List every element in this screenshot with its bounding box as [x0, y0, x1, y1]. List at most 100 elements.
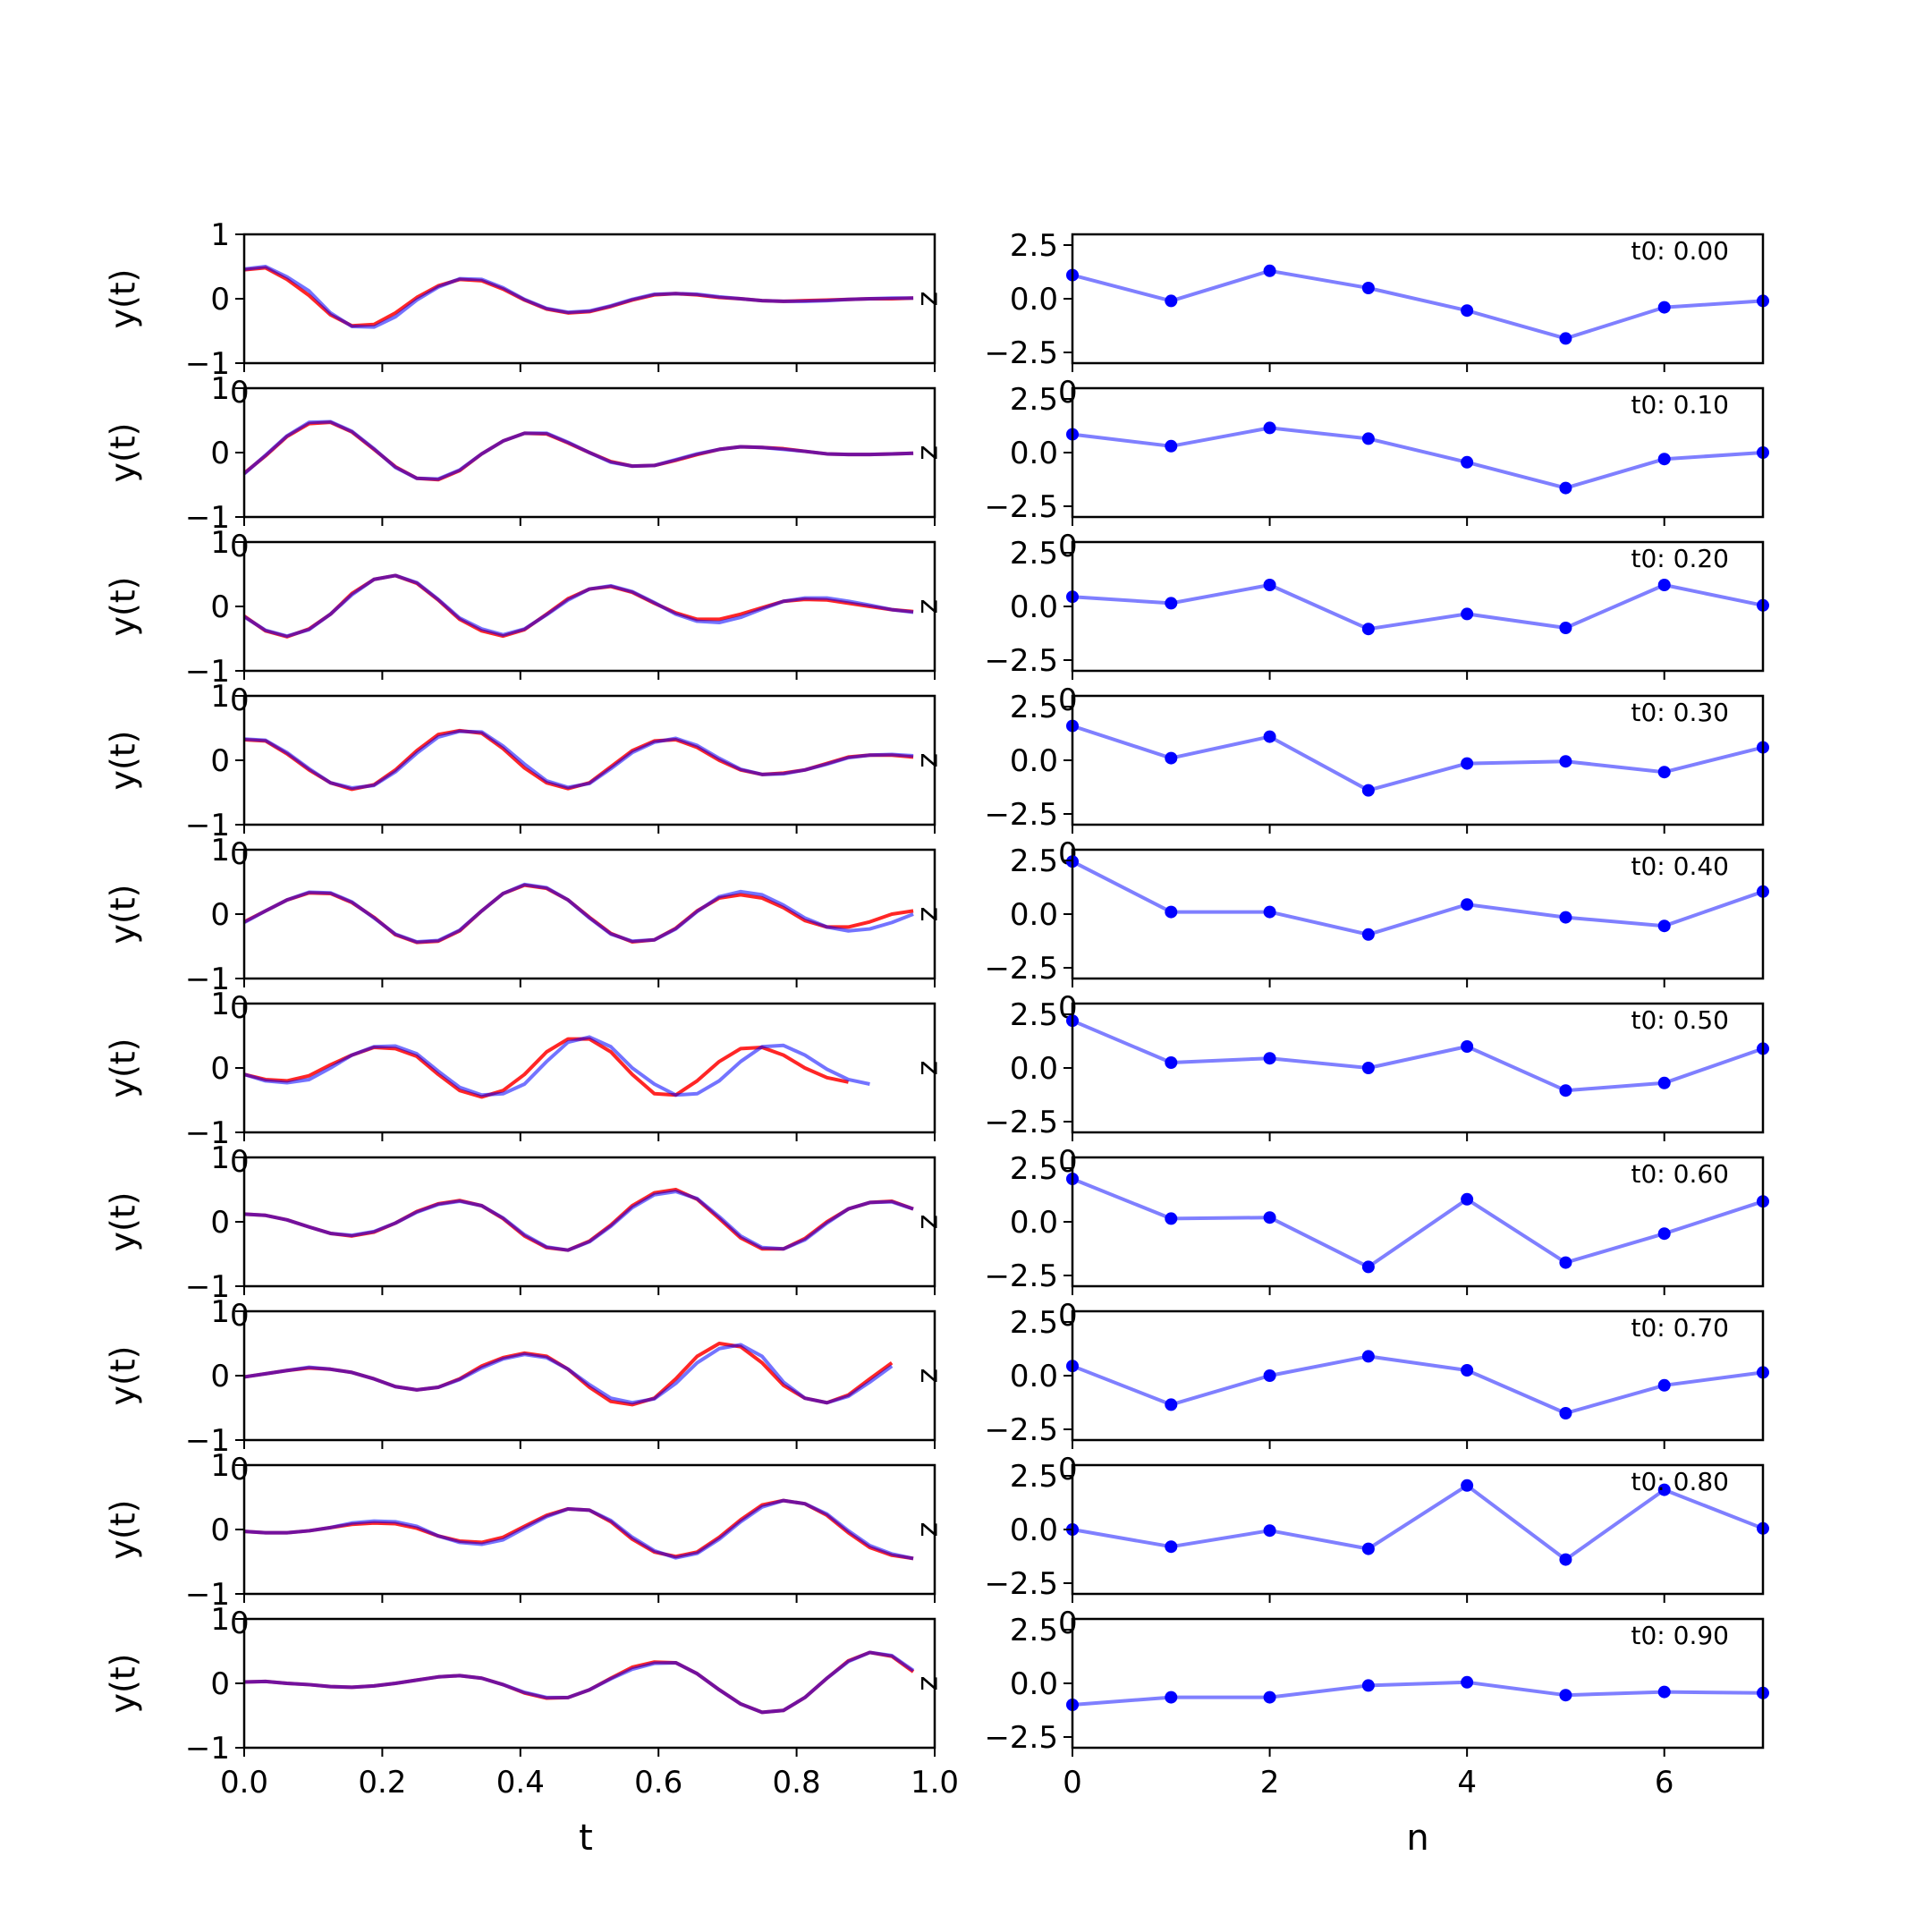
- data-point: [1263, 1211, 1276, 1224]
- y-tick-label: −1: [185, 1731, 230, 1767]
- y-axis-label: y(t): [104, 422, 143, 482]
- data-point: [1165, 1540, 1178, 1554]
- data-point: [1559, 622, 1572, 634]
- y-tick-label: 0.0: [1010, 897, 1058, 933]
- data-point: [1361, 1679, 1375, 1692]
- panel-side-marker: z: [914, 1676, 948, 1691]
- axes-frame: [242, 694, 936, 826]
- data-point: [1165, 1690, 1178, 1704]
- overlap-tick-label: 0: [230, 1452, 250, 1487]
- panel-t0-label: t0: 0.30: [1631, 698, 1729, 727]
- right-panel-5: t0: 0.502.50.0−2.50: [984, 997, 1769, 1180]
- series-line-red: [243, 1342, 894, 1407]
- overlap-tick-label: 0: [230, 529, 250, 564]
- y-tick-label: 0.0: [1010, 1051, 1058, 1087]
- axes-frame: [242, 1002, 936, 1134]
- right-panel-7: t0: 0.70 2.5 0.0 −2.50: [984, 1305, 1769, 1487]
- axes-frame: [242, 540, 936, 673]
- data-point: [1165, 751, 1178, 765]
- overlap-tick-label: 0: [230, 836, 250, 872]
- y-tick-label: 1: [210, 1140, 230, 1176]
- overlap-tick-label: 0: [1058, 682, 1078, 718]
- data-point: [1657, 453, 1671, 466]
- y-axis-label: y(t): [104, 730, 143, 790]
- series-line-red: [243, 266, 914, 328]
- panel-t0-label: t0: 0.00: [1631, 236, 1729, 266]
- panel-side-marker: z: [914, 1368, 948, 1384]
- data-point: [1461, 1040, 1474, 1053]
- y-tick-label: 0: [210, 436, 230, 471]
- data-point: [1559, 1256, 1572, 1269]
- y-tick-label: 0: [210, 1513, 230, 1548]
- series-line-red: [243, 1650, 915, 1715]
- data-point: [1559, 1084, 1572, 1097]
- series-line: [1072, 1177, 1764, 1269]
- y-tick-label: −2.5: [984, 335, 1058, 371]
- data-point: [1559, 1553, 1572, 1566]
- overlap-tick-label: 0: [230, 375, 250, 411]
- data-point: [1461, 455, 1474, 469]
- data-point: [1361, 1062, 1375, 1074]
- data-point: [1263, 1369, 1276, 1382]
- series-line-blue: [243, 1650, 915, 1715]
- y-axis-label: y(t): [104, 1499, 143, 1559]
- data-point: [1461, 1675, 1474, 1689]
- data-point: [1165, 439, 1178, 453]
- series-line-blue: [243, 882, 914, 944]
- data-point: [1461, 898, 1474, 911]
- y-tick-label: 0: [210, 743, 230, 779]
- data-point: [1165, 294, 1178, 308]
- series-line-blue: [242, 573, 914, 639]
- y-tick-label: −2.5: [984, 489, 1058, 525]
- data-point: [1559, 1407, 1572, 1419]
- axes-frame: [242, 1617, 936, 1750]
- overlap-tick-label: 0: [1058, 529, 1078, 564]
- data-point: [1559, 1689, 1572, 1702]
- y-tick-label: −1: [185, 1577, 230, 1613]
- y-tick-label: 0: [210, 1051, 230, 1087]
- y-tick-label: 2.5: [1010, 1305, 1058, 1341]
- data-point: [1461, 757, 1474, 770]
- y-tick-label: −1: [185, 1115, 230, 1151]
- y-tick-label: 1: [210, 679, 230, 715]
- data-point: [1165, 1212, 1178, 1225]
- y-tick-label: 0: [210, 589, 230, 625]
- data-point: [1657, 1685, 1671, 1699]
- y-tick-label: 0.0: [1010, 282, 1058, 318]
- y-axis-label: y(t): [104, 576, 143, 636]
- data-point: [1361, 1542, 1375, 1555]
- overlap-tick-label: 0: [230, 1606, 250, 1641]
- panel-t0-label: t0: 0.70: [1631, 1313, 1729, 1343]
- data-point: [1361, 432, 1375, 445]
- y-axis-label: y(t): [104, 1191, 143, 1251]
- x-tick-label: 0: [1063, 1765, 1082, 1801]
- y-tick-label: 2.5: [1010, 536, 1058, 572]
- subplot-grid: z−1010y(t)z−1010y(t)z−1010y(t)z−1010y(t)…: [104, 217, 1769, 1801]
- y-axis-label: y(t): [104, 884, 143, 944]
- y-tick-label: 2.5: [1010, 1151, 1058, 1187]
- panel-side-marker: z: [914, 1522, 948, 1538]
- data-point: [1263, 421, 1276, 435]
- series-line: [1072, 1680, 1764, 1707]
- series-line: [1072, 1019, 1764, 1093]
- y-axis-label: y(t): [104, 1653, 143, 1713]
- x-tick-label: 1.0: [911, 1765, 959, 1801]
- y-tick-label: 0: [210, 282, 230, 318]
- data-point: [1165, 1056, 1178, 1069]
- y-tick-label: −1: [185, 1423, 230, 1459]
- y-tick-label: 0: [210, 1205, 230, 1241]
- overlap-tick-label: 0: [1058, 1606, 1078, 1641]
- data-point: [1657, 766, 1671, 779]
- series-line-blue: [243, 1035, 870, 1097]
- data-point: [1657, 301, 1671, 314]
- y-tick-label: 2.5: [1010, 997, 1058, 1033]
- data-point: [1559, 332, 1572, 345]
- x-tick-label: 4: [1457, 1765, 1477, 1801]
- right-panel-6: t0: 0.60 2.5 0.0 −2.50: [984, 1151, 1769, 1334]
- overlap-tick-label: 0: [230, 1144, 250, 1180]
- y-tick-label: 2.5: [1010, 228, 1058, 264]
- y-tick-label: 0.0: [1010, 1205, 1058, 1241]
